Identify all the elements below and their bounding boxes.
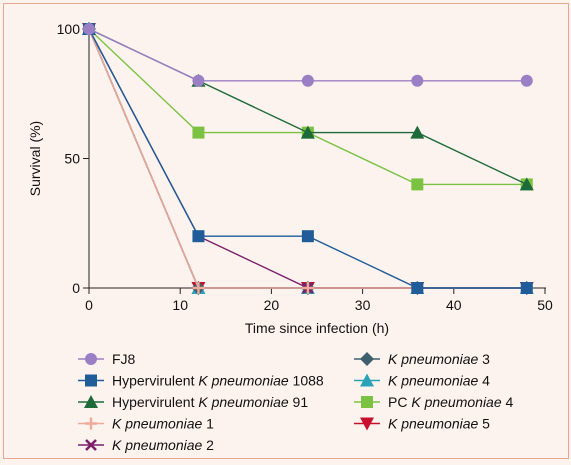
legend-label: K pneumoniae 4: [388, 373, 490, 389]
legend-label: FJ8: [112, 351, 136, 367]
legend-item: K pneumoniae 1: [78, 416, 214, 432]
series-line: [88, 28, 527, 186]
data-point: [411, 178, 424, 191]
x-tick-label: 10: [172, 297, 188, 313]
y-axis-label: Survival (%): [27, 121, 43, 196]
series-5: [83, 23, 533, 294]
series-2: [83, 23, 533, 294]
data-point: [411, 282, 424, 294]
data-point: [410, 125, 425, 139]
legend-item: K pneumoniae 4: [354, 373, 490, 389]
legend-marker: [360, 417, 374, 431]
legend-marker: [85, 439, 97, 451]
legend-item: PC K pneumoniae 4: [354, 394, 514, 410]
legend: FJ8 Hypervirulent K pneumoniae 1088 Hyperv…: [78, 351, 514, 453]
legend-item: FJ8: [78, 351, 136, 367]
survival-chart: 0 50 100 0 10 20 30 40 50 Time since infection (h…: [27, 21, 553, 453]
series-1: [83, 23, 533, 87]
series-3: [82, 22, 534, 191]
legend-marker: [84, 395, 98, 408]
legend-item: K pneumoniae 5: [354, 416, 490, 432]
figure-panel: 0 50 100 0 10 20 30 40 50 Time since infection (h…: [3, 3, 569, 459]
legend-item: Hypervirulent K pneumoniae 91: [78, 394, 308, 410]
x-tick-label: 20: [264, 297, 280, 313]
series-8: [83, 23, 533, 191]
legend-label: K pneumoniae 1: [112, 416, 214, 432]
y-tick-label: 100: [57, 21, 81, 37]
data-point: [301, 74, 314, 87]
series-4: [83, 23, 533, 294]
x-axis-label: Time since infection (h): [245, 320, 389, 336]
data-point: [83, 23, 95, 35]
data-point: [192, 74, 205, 87]
series-line: [88, 28, 528, 186]
series-line: [88, 28, 527, 289]
data-point: [300, 125, 315, 139]
axes: 0 50 100 0 10 20 30 40 50 Time since infection (h…: [27, 21, 553, 336]
legend-label: Hypervirulent K pneumoniae 91: [112, 394, 308, 410]
data-point: [301, 230, 314, 243]
y-tick-label: 50: [64, 151, 80, 167]
legend-marker: [85, 417, 97, 430]
data-point: [519, 177, 534, 191]
data-point: [301, 282, 314, 294]
legend-marker: [360, 352, 374, 366]
data-point: [192, 126, 205, 139]
legend-label: Hypervirulent K pneumoniae 1088: [112, 373, 324, 389]
legend-marker: [85, 353, 97, 365]
x-tick-label: 40: [446, 297, 462, 313]
data-point: [192, 282, 205, 294]
series-line: [88, 28, 527, 289]
legend-item: Hypervirulent K pneumoniae 1088: [78, 373, 324, 389]
legend-marker: [361, 396, 373, 408]
legend-label: PC K pneumoniae 4: [388, 394, 514, 410]
x-tick-label: 50: [537, 297, 553, 313]
series-7: [82, 22, 534, 294]
legend-item: K pneumoniae 2: [78, 437, 214, 453]
legend-label: K pneumoniae 2: [112, 437, 214, 453]
data-point: [192, 230, 205, 243]
data-point: [411, 74, 424, 87]
series-9: [82, 23, 534, 295]
legend-marker: [85, 374, 97, 387]
series-line: [88, 28, 527, 289]
y-tick-label: 0: [72, 280, 80, 296]
legend-marker: [360, 373, 374, 387]
series-layer: [82, 22, 534, 295]
data-point: [520, 74, 533, 87]
legend-label: K pneumoniae 3: [388, 351, 490, 367]
series-line: [88, 28, 527, 289]
series-line: [88, 28, 527, 82]
legend-label: K pneumoniae 5: [388, 416, 490, 432]
series-6: [82, 22, 534, 295]
x-tick-label: 30: [355, 297, 371, 313]
data-point: [520, 282, 533, 294]
legend-item: K pneumoniae 3: [354, 351, 490, 367]
series-line: [88, 28, 527, 289]
series-line: [88, 28, 527, 289]
x-tick-label: 0: [85, 297, 93, 313]
